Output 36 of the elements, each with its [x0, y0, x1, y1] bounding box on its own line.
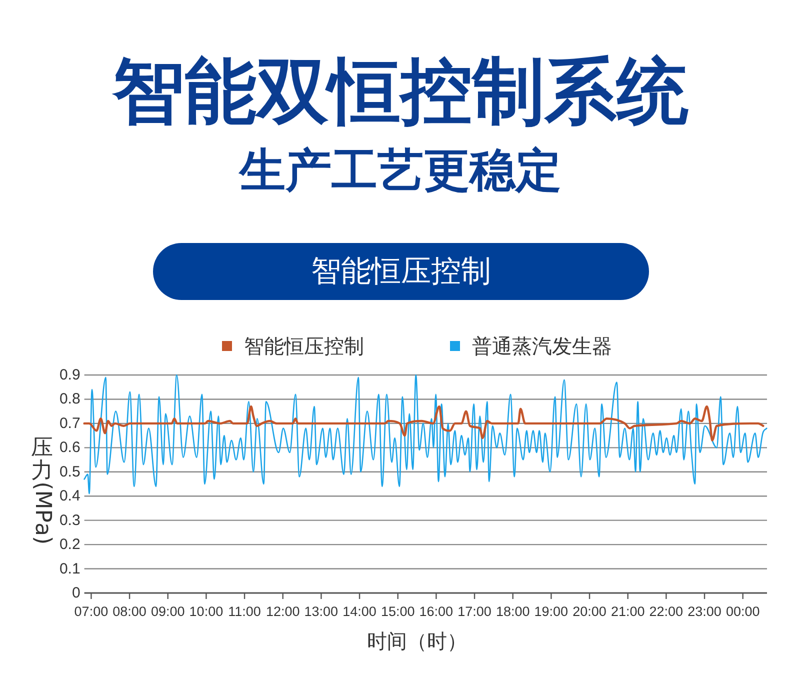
x-tick-label: 14:00 [342, 604, 376, 619]
chart-subtitle: 生产工艺更稳定 [238, 143, 562, 197]
x-tick-label: 08:00 [112, 604, 146, 619]
y-tick-label: 0.4 [59, 488, 80, 505]
x-tick-label: 00:00 [726, 604, 760, 619]
x-tick-label: 16:00 [419, 604, 454, 619]
x-tick-label: 09:00 [150, 604, 185, 619]
chart-title: 智能双恒控制系统 [112, 49, 688, 133]
y-tick-label: 0.3 [59, 512, 80, 529]
x-tick-label: 11:00 [228, 604, 261, 619]
legend-label: 智能恒压控制 [244, 334, 364, 358]
x-tick-label: 07:00 [74, 604, 108, 619]
x-tick-label: 13:00 [304, 604, 338, 619]
x-tick-label: 18:00 [496, 604, 530, 619]
x-tick-label: 22:00 [649, 604, 684, 619]
y-tick-label: 0.6 [59, 439, 80, 456]
y-tick-label: 0.9 [59, 366, 80, 384]
legend-label: 普通蒸汽发生器 [472, 334, 612, 358]
y-tick-label: 0.2 [59, 536, 80, 554]
y-tick-label: 0.7 [59, 414, 80, 432]
y-tick-label: 0.8 [59, 390, 80, 408]
x-tick-label: 10:00 [189, 604, 224, 619]
x-tick-label: 19:00 [534, 604, 568, 619]
line-series [83, 405, 764, 442]
y-tick-label: 0.1 [59, 560, 80, 578]
text: 智能恒压控制 [311, 254, 491, 289]
x-tick-label: 17:00 [458, 604, 492, 619]
y-tick-label: 0.5 [59, 463, 80, 480]
x-tick-label: 23:00 [688, 604, 722, 619]
x-axis-title: 时间（时） [367, 629, 468, 653]
x-tick-label: 21:00 [610, 604, 645, 619]
y-tick-label: 0 [72, 584, 80, 602]
line-series [84, 374, 768, 494]
x-tick-label: 20:00 [572, 604, 606, 619]
x-tick-label: 12:00 [266, 604, 300, 619]
x-tick-label: 15:00 [380, 604, 415, 619]
